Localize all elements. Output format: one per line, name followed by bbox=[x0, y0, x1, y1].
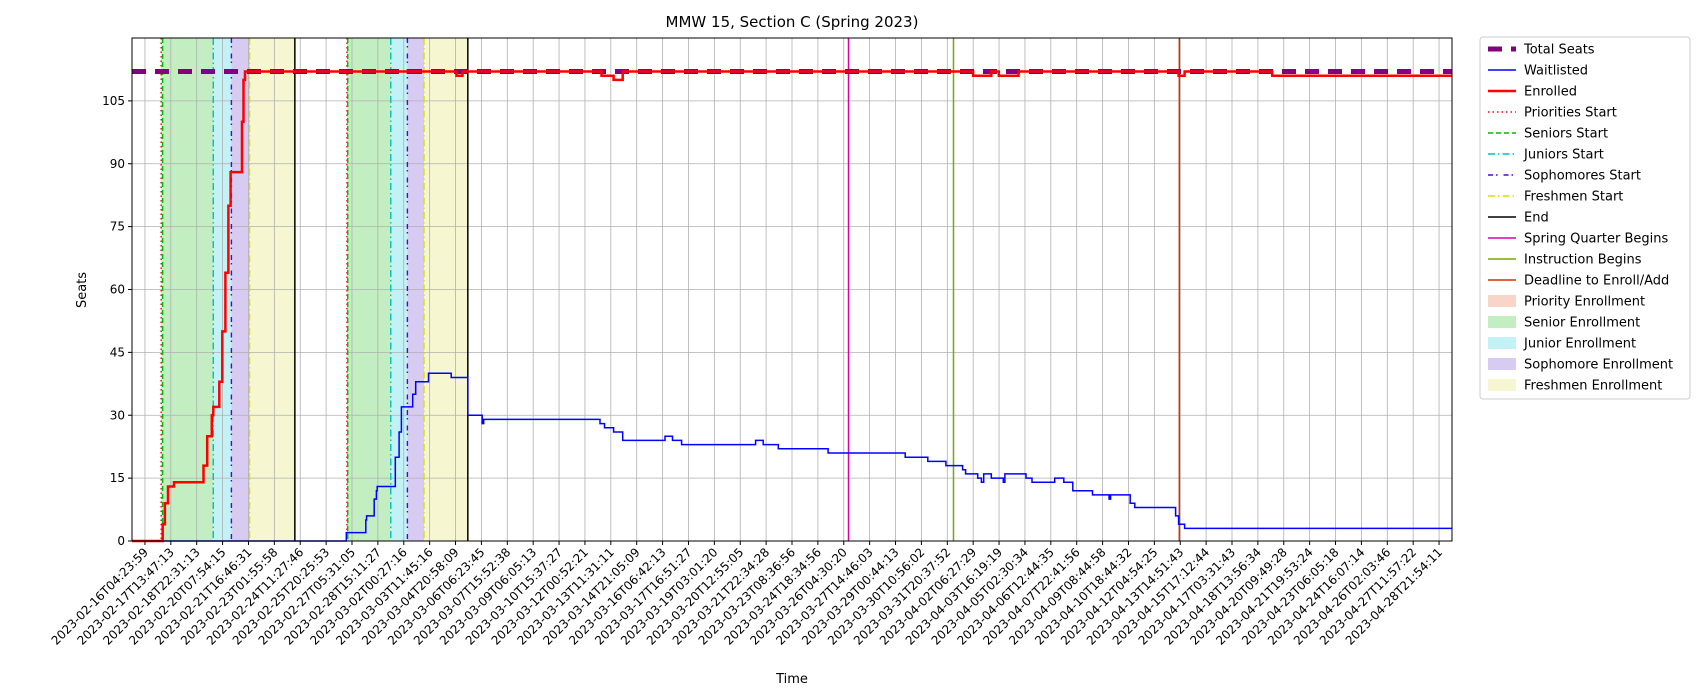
vertical-markers bbox=[160, 38, 1181, 541]
legend-label-waitlisted: Waitlisted bbox=[1524, 64, 1588, 79]
legend-label-enrolled: Enrolled bbox=[1524, 85, 1577, 100]
y-axis-ticks: 0 15 30 45 60 75 90 105 bbox=[102, 94, 132, 548]
x-axis-label: Time bbox=[775, 672, 808, 687]
legend-label-priorities-start: Priorities Start bbox=[1524, 106, 1617, 121]
legend-label-senior-enrollment: Senior Enrollment bbox=[1524, 316, 1640, 331]
legend-label-priority-enrollment: Priority Enrollment bbox=[1524, 295, 1645, 310]
y-axis-label: Seats bbox=[75, 272, 90, 308]
y-tick-label: 75 bbox=[110, 220, 125, 234]
legend-label-freshmen-start: Freshmen Start bbox=[1524, 190, 1623, 205]
legend-swatch-priority-enrollment bbox=[1488, 295, 1516, 307]
legend-label-seniors-start: Seniors Start bbox=[1524, 127, 1608, 142]
legend-box bbox=[1479, 36, 1691, 400]
legend-label-sophomore-enrollment: Sophomore Enrollment bbox=[1524, 358, 1673, 373]
legend-label-sophomores-start: Sophomores Start bbox=[1524, 169, 1641, 184]
y-tick-label: 0 bbox=[117, 534, 125, 548]
legend-swatch-freshmen-enrollment bbox=[1488, 379, 1516, 391]
y-tick-label: 60 bbox=[110, 283, 125, 297]
legend-label-deadline-to-enroll-add: Deadline to Enroll/Add bbox=[1524, 274, 1669, 289]
legend-swatch-sophomore-enrollment bbox=[1488, 358, 1516, 370]
legend-label-total-seats: Total Seats bbox=[1523, 43, 1595, 58]
y-tick-label: 45 bbox=[110, 345, 125, 359]
legend-swatch-senior-enrollment bbox=[1488, 316, 1516, 328]
waitlisted-line bbox=[132, 372, 1452, 542]
y-tick-label: 90 bbox=[110, 157, 125, 171]
plot-area bbox=[131, 37, 1453, 543]
legend-label-spring-quarter-begins: Spring Quarter Begins bbox=[1524, 232, 1668, 247]
series-lines bbox=[132, 69, 1452, 543]
legend: Total Seats Waitlisted Enrolled Priorities … bbox=[1479, 36, 1691, 400]
x-axis-ticks: 2023-02-16T04:23:592023-02-17T13:47:1320… bbox=[49, 541, 1445, 648]
y-tick-label: 30 bbox=[110, 408, 125, 422]
chart-title: MMW 15, Section C (Spring 2023) bbox=[666, 13, 919, 31]
legend-swatch-junior-enrollment bbox=[1488, 337, 1516, 349]
y-tick-label: 15 bbox=[110, 471, 125, 485]
legend-label-junior-enrollment: Junior Enrollment bbox=[1523, 337, 1636, 352]
y-tick-label: 105 bbox=[102, 94, 125, 108]
legend-label-freshmen-enrollment: Freshmen Enrollment bbox=[1524, 379, 1662, 394]
legend-label-instruction-begins: Instruction Begins bbox=[1524, 253, 1642, 268]
enrolled-line bbox=[132, 70, 1452, 543]
legend-label-end: End bbox=[1524, 211, 1549, 226]
legend-label-juniors-start: Juniors Start bbox=[1523, 148, 1604, 163]
grid bbox=[132, 38, 1452, 542]
